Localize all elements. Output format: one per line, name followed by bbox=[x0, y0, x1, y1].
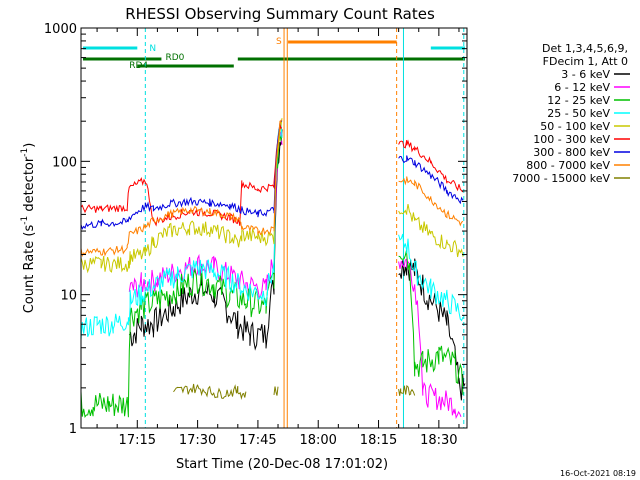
series-line bbox=[80, 124, 283, 227]
legend-entry-label: 50 - 100 keV bbox=[540, 120, 610, 133]
x-axis-label: Start Time (20-Dec-08 17:01:02) bbox=[176, 457, 388, 472]
series-line bbox=[128, 129, 283, 351]
x-tick-label: 17:45 bbox=[239, 433, 276, 448]
y-axis-label-exponent: -1 bbox=[20, 216, 30, 225]
annotation-rd4: RD4 bbox=[129, 61, 148, 71]
y-axis-label-end: ) bbox=[22, 143, 37, 148]
y-tick-label: 10 bbox=[60, 289, 77, 304]
series-line bbox=[398, 155, 464, 205]
legend-entry-label: 6 - 12 keV bbox=[554, 81, 610, 94]
x-tick-label: 18:00 bbox=[299, 433, 336, 448]
series-100-300-kev bbox=[80, 124, 464, 227]
series-line bbox=[398, 204, 464, 258]
series-line bbox=[173, 383, 247, 400]
series-line bbox=[398, 176, 464, 227]
series-line bbox=[398, 384, 416, 396]
y-axis-label-exponent-2: -1 bbox=[20, 148, 30, 157]
legend-entry-label: 300 - 800 keV bbox=[533, 146, 610, 159]
series-800-7000-kev bbox=[80, 119, 464, 257]
series-line bbox=[273, 386, 279, 396]
series-line bbox=[80, 119, 283, 257]
legend-entry-label: 3 - 6 keV bbox=[561, 68, 610, 81]
annotation-rd0: RD0 bbox=[165, 53, 184, 63]
annotation-s: S bbox=[276, 37, 282, 47]
y-tick-label: 1000 bbox=[44, 22, 77, 37]
plot-frame bbox=[80, 27, 468, 429]
legend: Det 1,3,4,5,6,9,FDecim 1, Att 03 - 6 keV… bbox=[512, 42, 630, 185]
axis-ticks: 17:15 17:30 17:45 18:00 18:15 18:30 1 10 100 1000 bbox=[44, 22, 467, 448]
series-line bbox=[80, 121, 283, 340]
series-line bbox=[398, 233, 464, 322]
x-tick-label: 18:30 bbox=[420, 433, 457, 448]
legend-entry-label: 800 - 7000 keV bbox=[526, 159, 610, 172]
legend-header-line: Det 1,3,4,5,6,9, bbox=[542, 42, 628, 55]
legend-entry-label: 7000 - 15000 keV bbox=[512, 172, 610, 185]
legend-entry-label: 25 - 50 keV bbox=[547, 107, 610, 120]
footer-date: 16-Oct-2021 08:19 bbox=[560, 469, 636, 478]
series-12-25-kev bbox=[80, 132, 464, 419]
series-7000-15000-kev bbox=[173, 383, 416, 400]
y-axis-label-part: Count Rate (s bbox=[22, 225, 37, 314]
plot-area: N RD0 RD4 S bbox=[80, 28, 466, 428]
legend-entry-label: 100 - 300 keV bbox=[533, 133, 610, 146]
chart-title: RHESSI Observing Summary Count Rates bbox=[125, 5, 435, 23]
x-tick-label: 17:30 bbox=[179, 433, 216, 448]
series-line bbox=[398, 139, 464, 193]
series-line bbox=[398, 257, 462, 420]
y-tick-label: 100 bbox=[52, 155, 77, 170]
y-axis-label: Count Rate (s-1 detector-1) bbox=[20, 143, 37, 314]
x-tick-label: 17:15 bbox=[119, 433, 156, 448]
series-50-100-kev bbox=[80, 118, 464, 274]
series-line bbox=[398, 249, 464, 395]
legend-header-line: FDecim 1, Att 0 bbox=[543, 55, 628, 68]
series-line bbox=[80, 132, 283, 419]
y-tick-label: 1 bbox=[69, 422, 77, 437]
series-6-12-kev bbox=[128, 126, 462, 420]
series-300-800-kev bbox=[80, 119, 464, 230]
x-tick-label: 18:15 bbox=[360, 433, 397, 448]
legend-entry-label: 12 - 25 keV bbox=[547, 94, 610, 107]
y-axis-label-tail: detector bbox=[22, 156, 37, 216]
series-25-50-kev bbox=[80, 121, 464, 340]
annotation-n: N bbox=[149, 44, 156, 54]
series-line bbox=[128, 126, 283, 299]
series-line bbox=[80, 119, 283, 230]
series-line bbox=[398, 258, 466, 401]
